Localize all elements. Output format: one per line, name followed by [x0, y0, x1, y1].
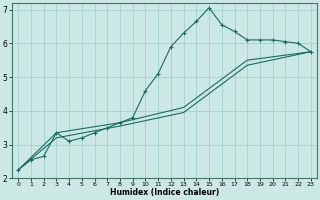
X-axis label: Humidex (Indice chaleur): Humidex (Indice chaleur) [110, 188, 219, 197]
